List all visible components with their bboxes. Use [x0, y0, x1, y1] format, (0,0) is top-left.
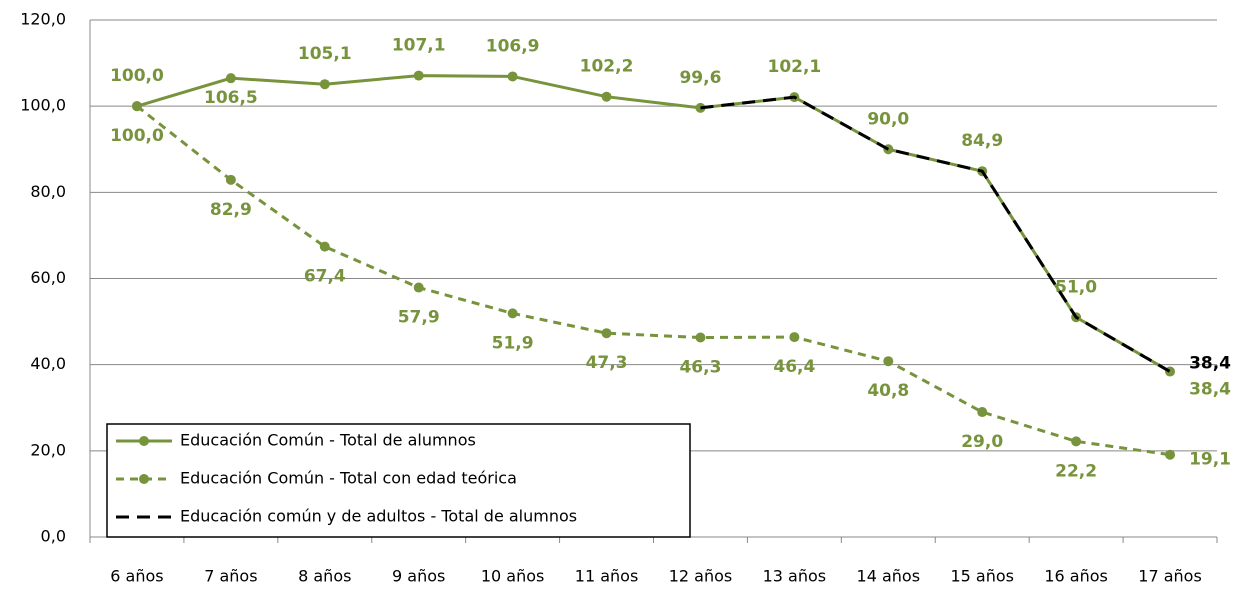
point — [695, 332, 706, 343]
data-label: 102,1 — [767, 57, 821, 77]
point — [413, 70, 424, 81]
data-label: 100,0 — [110, 126, 164, 146]
x-tick-label: 16 años — [1044, 567, 1108, 586]
data-label: 90,0 — [867, 109, 909, 129]
point — [601, 328, 612, 339]
y-tick-label: 0,0 — [41, 527, 66, 546]
x-tick-label: 7 años — [204, 567, 257, 586]
data-label: 106,9 — [486, 36, 540, 56]
point — [507, 308, 518, 319]
legend-label: Educación Común - Total de alumnos — [180, 431, 476, 450]
point — [977, 407, 988, 418]
x-tick-label: 13 años — [763, 567, 827, 586]
data-label: 106,5 — [204, 88, 258, 108]
y-tick-label: 120,0 — [20, 10, 66, 29]
data-label: 57,9 — [398, 308, 440, 328]
point — [319, 79, 330, 90]
data-label: 99,6 — [679, 68, 721, 88]
point — [225, 174, 236, 185]
x-tick-label: 11 años — [575, 567, 639, 586]
point — [1165, 449, 1176, 460]
legend-marker — [139, 474, 149, 484]
point — [319, 241, 330, 252]
point — [225, 73, 236, 84]
legend-label: Educación Común - Total con edad teórica — [180, 469, 517, 488]
data-label: 84,9 — [961, 131, 1003, 151]
data-label: 40,8 — [867, 381, 909, 401]
x-tick-label: 17 años — [1138, 567, 1202, 586]
data-label: 38,4 — [1189, 354, 1231, 374]
data-label: 22,2 — [1055, 461, 1097, 481]
point — [601, 91, 612, 102]
y-tick-label: 80,0 — [30, 182, 66, 201]
y-tick-label: 60,0 — [30, 268, 66, 287]
point — [413, 282, 424, 293]
y-tick-label: 40,0 — [30, 354, 66, 373]
data-label: 29,0 — [961, 432, 1003, 452]
series-line — [700, 95, 1171, 373]
data-label: 102,2 — [580, 57, 634, 77]
data-label: 107,1 — [392, 36, 446, 56]
y-tick-label: 20,0 — [30, 440, 66, 459]
point — [789, 332, 800, 343]
data-label: 46,3 — [679, 358, 721, 378]
legend: Educación Común - Total de alumnos Educac… — [106, 423, 691, 538]
x-tick-label: 15 años — [950, 567, 1014, 586]
data-label: 47,3 — [586, 353, 628, 373]
legend-box — [106, 423, 691, 538]
data-label: 51,9 — [492, 333, 534, 353]
data-label: 67,4 — [304, 267, 346, 287]
data-label: 38,4 — [1189, 380, 1231, 400]
x-tick-label: 12 años — [669, 567, 733, 586]
series-line — [136, 104, 1171, 457]
data-label: 19,1 — [1189, 450, 1231, 470]
data-label: 100,0 — [110, 66, 164, 86]
legend-label: Educación común y de adultos - Total de … — [180, 507, 577, 526]
x-tick-label: 14 años — [857, 567, 921, 586]
data-label: 105,1 — [298, 44, 352, 64]
point — [131, 101, 142, 112]
data-label: 82,9 — [210, 200, 252, 220]
x-tick-label: 9 años — [392, 567, 445, 586]
x-tick-label: 8 años — [298, 567, 351, 586]
data-label: 46,4 — [773, 357, 815, 377]
y-tick-label: 100,0 — [20, 96, 66, 115]
x-tick-label: 10 años — [481, 567, 545, 586]
legend-marker — [139, 436, 149, 446]
point — [883, 356, 894, 367]
point — [507, 71, 518, 82]
x-tick-label: 6 años — [110, 567, 163, 586]
data-label: 51,0 — [1055, 277, 1097, 297]
point — [1071, 436, 1082, 447]
